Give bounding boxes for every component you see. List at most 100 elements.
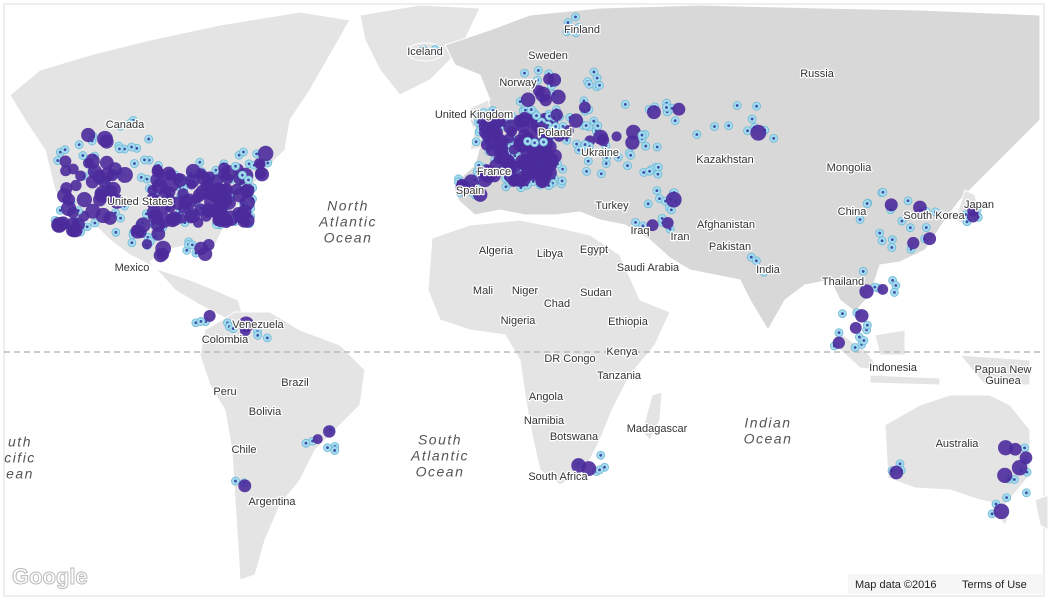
marker-center (658, 197, 661, 201)
marker-center (561, 167, 564, 171)
marker-dense (907, 236, 920, 250)
terms-link[interactable]: Terms of Use (962, 579, 1027, 591)
country-label: Chad (544, 298, 570, 310)
country-label: Japan (964, 199, 994, 211)
marker-dense (611, 131, 622, 142)
marker-center (586, 159, 590, 163)
marker-center (185, 248, 189, 252)
marker-center (470, 190, 474, 194)
marker-dense (131, 224, 142, 235)
marker-center (641, 224, 645, 228)
marker-center (584, 124, 588, 127)
marker-dense (67, 163, 79, 175)
ocean-label: Ocean (416, 464, 465, 480)
marker-dense (164, 201, 176, 213)
marker-center (644, 144, 648, 148)
marker-center (964, 213, 968, 216)
marker-dense (478, 119, 493, 133)
marker-center (605, 156, 608, 159)
country-label: Sweden (528, 50, 568, 62)
marker-dense (239, 325, 251, 337)
marker-center (994, 502, 998, 506)
marker-center (93, 221, 97, 225)
location-markers (50, 12, 1033, 520)
country-label: Namibia (524, 415, 565, 427)
marker-center (665, 106, 668, 109)
marker-center (504, 185, 508, 189)
marker-center (255, 152, 259, 156)
marker-center (640, 133, 644, 137)
marker-center (755, 259, 758, 263)
marker-center (906, 214, 909, 218)
marker-center (565, 30, 569, 34)
marker-dense (218, 213, 234, 229)
country-label: Mongolia (827, 162, 873, 174)
marker-center (898, 462, 902, 466)
marker-dense (257, 145, 274, 162)
marker-center (135, 146, 139, 150)
marker-center (130, 241, 134, 245)
marker-dense (563, 125, 574, 136)
marker-dense (185, 208, 201, 223)
ocean-label: Atlantic (410, 448, 469, 464)
country-label: South Korea (903, 210, 965, 222)
marker-dense (186, 179, 197, 190)
marker-center (119, 124, 122, 128)
marker-center (865, 202, 869, 205)
marker-center (476, 115, 480, 118)
marker-center (326, 446, 329, 450)
marker-dense (665, 191, 682, 208)
marker-center (118, 147, 121, 151)
marker-center (695, 133, 699, 136)
marker-dense (997, 467, 1013, 483)
marker-center (924, 226, 928, 229)
country-label: Saudi Arabia (617, 262, 680, 274)
marker-dense (214, 188, 230, 203)
marker-dense (568, 113, 584, 128)
marker-dense (889, 465, 904, 480)
south-america (199, 311, 366, 581)
marker-dense (661, 216, 674, 229)
marker-dense (159, 184, 170, 195)
marker-center (890, 238, 894, 242)
marker-dense (238, 479, 252, 493)
marker-dense (181, 193, 198, 210)
marker-center (603, 465, 606, 469)
marker-center (735, 104, 739, 107)
marker-center (477, 163, 481, 167)
marker-center (81, 154, 85, 157)
marker-center (533, 141, 536, 145)
country-label: United Kingdom (435, 109, 513, 121)
marker-center (554, 125, 558, 128)
marker-center (518, 100, 522, 103)
country-label: Papua New (975, 364, 1032, 376)
marker-dense (832, 336, 845, 349)
marker-center (422, 48, 425, 52)
marker-dense (94, 188, 110, 203)
marker-center (862, 339, 866, 342)
marker-center (858, 218, 862, 221)
marker-center (523, 108, 527, 112)
marker-dense (146, 205, 161, 220)
country-label: Ethiopia (608, 316, 649, 328)
country-label: Kenya (606, 346, 638, 358)
country-label: Iran (671, 231, 690, 243)
marker-center (873, 285, 877, 289)
country-label: Kazakhstan (696, 154, 753, 166)
marker-center (648, 169, 651, 173)
marker-center (746, 129, 749, 133)
marker-dense (155, 240, 172, 257)
marker-dense (859, 284, 874, 299)
marker-dense (486, 137, 500, 151)
marker-center (893, 291, 896, 294)
ocean-label: North (327, 198, 369, 214)
marker-dense (520, 92, 536, 108)
marker-center (623, 102, 627, 106)
new-zealand (1034, 494, 1048, 531)
marker-center (861, 270, 865, 273)
marker-center (908, 226, 912, 230)
marker-center (673, 119, 677, 123)
marker-dense (169, 212, 181, 223)
country-label: Finland (564, 24, 600, 36)
